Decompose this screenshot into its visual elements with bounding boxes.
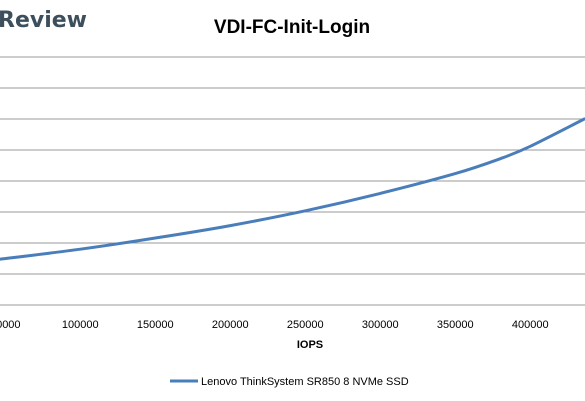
gridlines: [0, 56, 585, 306]
x-tick-label: 400000: [512, 319, 549, 331]
x-tick-label: 50000: [0, 319, 21, 331]
brand-logo-text: Review: [0, 8, 87, 33]
chart-title: VDI-FC-Init-Login: [214, 17, 370, 38]
x-tick-label: 350000: [437, 319, 474, 331]
x-tick-label: 250000: [287, 319, 324, 331]
x-tick-label: 100000: [62, 319, 99, 331]
x-tick-label: 300000: [362, 319, 399, 331]
x-tick-label: 150000: [137, 319, 174, 331]
series-line-lenovo-thinksystem-sr850: [0, 117, 585, 261]
x-axis-title: IOPS: [297, 339, 323, 351]
x-tick-label: 200000: [212, 319, 249, 331]
x-axis-ticks: 50000 100000 150000 200000 250000 300000 35000…: [0, 319, 549, 331]
legend-label: Lenovo ThinkSystem SR850 8 NVMe SSD: [201, 376, 409, 388]
legend: Lenovo ThinkSystem SR850 8 NVMe SSD: [170, 376, 409, 388]
